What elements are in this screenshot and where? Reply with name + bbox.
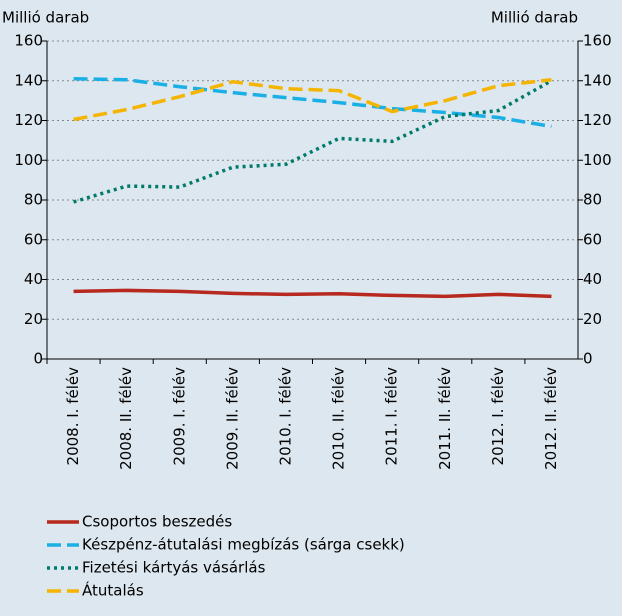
y-tick-label: 60	[24, 230, 43, 248]
y2-tick-label: 60	[583, 230, 602, 248]
x-tick-label: 2009. I. félév	[170, 367, 188, 466]
x-tick-label: 2008. II. félév	[117, 367, 135, 470]
y2-tick-label: 100	[583, 151, 612, 169]
y-tick-label: 160	[14, 32, 43, 50]
line-series	[73, 288, 552, 299]
y2-tick-label: 140	[583, 71, 612, 89]
y-axis-label: Millió darab	[2, 9, 89, 27]
x-tick-label: 2012. II. félév	[542, 367, 560, 470]
y2-tick-label: 40	[583, 270, 602, 288]
legend-label: Csoportos beszedés	[82, 513, 232, 531]
x-tick-label: 2008. I. félév	[64, 367, 82, 466]
y-tick-label: 20	[24, 310, 43, 328]
y-tick-label: 80	[24, 191, 43, 209]
y2-tick-label: 160	[583, 32, 612, 50]
y-tick-label: 120	[14, 111, 43, 129]
x-tick-label: 2010. I. félév	[276, 367, 294, 466]
x-tick-label: 2010. II. félév	[330, 367, 348, 470]
y-tick-label: 0	[33, 350, 43, 368]
y2-axis-label: Millió darab	[491, 9, 578, 27]
legend-label: Készpénz-átutalási megbízás (sárga csekk…	[82, 536, 405, 554]
y2-tick-label: 120	[583, 111, 612, 129]
line-series	[73, 78, 552, 122]
line-series	[73, 79, 553, 204]
y2-tick-label: 20	[583, 310, 602, 328]
legend-label: Átutalás	[82, 581, 144, 600]
y-tick-label: 100	[14, 151, 43, 169]
legend-label: Fizetési kártyás vásárlás	[82, 559, 266, 577]
x-tick-label: 2009. II. félév	[223, 367, 241, 470]
y2-tick-label: 0	[583, 350, 593, 368]
x-tick-label: 2011. II. félév	[436, 367, 454, 470]
x-tick-label: 2012. I. félév	[489, 367, 507, 466]
y2-tick-label: 80	[583, 191, 602, 209]
y-tick-label: 40	[24, 270, 43, 288]
y-tick-label: 140	[14, 71, 43, 89]
x-tick-label: 2011. I. félév	[383, 367, 401, 466]
